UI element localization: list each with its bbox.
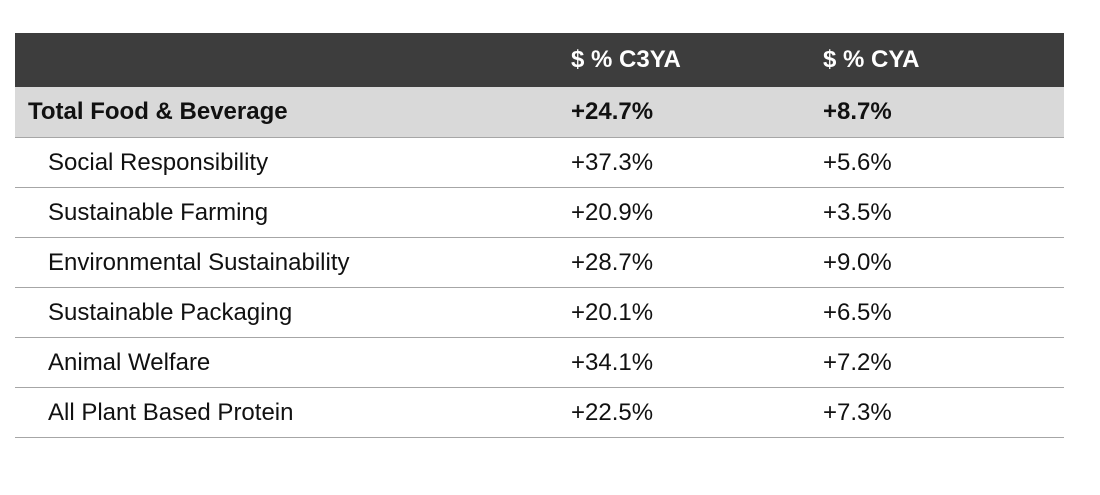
table-row: Sustainable Farming +20.9% +3.5%: [15, 188, 1064, 238]
value-cya: +5.6%: [823, 148, 892, 176]
row-label: Sustainable Packaging: [48, 298, 293, 326]
value-cya: +8.7%: [823, 98, 892, 125]
value-cya: +9.0%: [823, 248, 892, 276]
table-row: Sustainable Packaging +20.1% +6.5%: [15, 288, 1064, 338]
row-label: All Plant Based Protein: [48, 398, 294, 426]
row-label: Environmental Sustainability: [48, 248, 350, 276]
table-row: Social Responsibility +37.3% +5.6%: [15, 138, 1064, 188]
column-header-cya: $ % CYA: [823, 46, 920, 73]
value-c3ya: +20.1%: [571, 298, 654, 326]
column-header-c3ya: $ % C3YA: [571, 46, 681, 73]
value-cya: +3.5%: [823, 198, 892, 226]
value-c3ya: +37.3%: [571, 148, 654, 176]
total-row: Total Food & Beverage +24.7% +8.7%: [15, 87, 1064, 138]
value-c3ya: +28.7%: [571, 248, 654, 276]
data-table: $ % C3YA $ % CYA Total Food & Beverage +…: [15, 33, 1064, 438]
value-cya: +7.2%: [823, 348, 892, 376]
value-cya: +6.5%: [823, 298, 892, 326]
value-cya: +7.3%: [823, 398, 892, 426]
row-label: Social Responsibility: [48, 148, 269, 176]
row-label: Sustainable Farming: [48, 198, 269, 226]
value-c3ya: +22.5%: [571, 398, 654, 426]
value-c3ya: +34.1%: [571, 348, 654, 376]
value-c3ya: +20.9%: [571, 198, 654, 226]
table-header-row: $ % C3YA $ % CYA: [15, 33, 1064, 87]
row-label: Animal Welfare: [48, 348, 211, 376]
table-row: Animal Welfare +34.1% +7.2%: [15, 338, 1064, 388]
table-row: Environmental Sustainability +28.7% +9.0…: [15, 238, 1064, 288]
table-row: All Plant Based Protein +22.5% +7.3%: [15, 388, 1064, 438]
row-label: Total Food & Beverage: [28, 98, 288, 125]
value-c3ya: +24.7%: [571, 98, 654, 125]
